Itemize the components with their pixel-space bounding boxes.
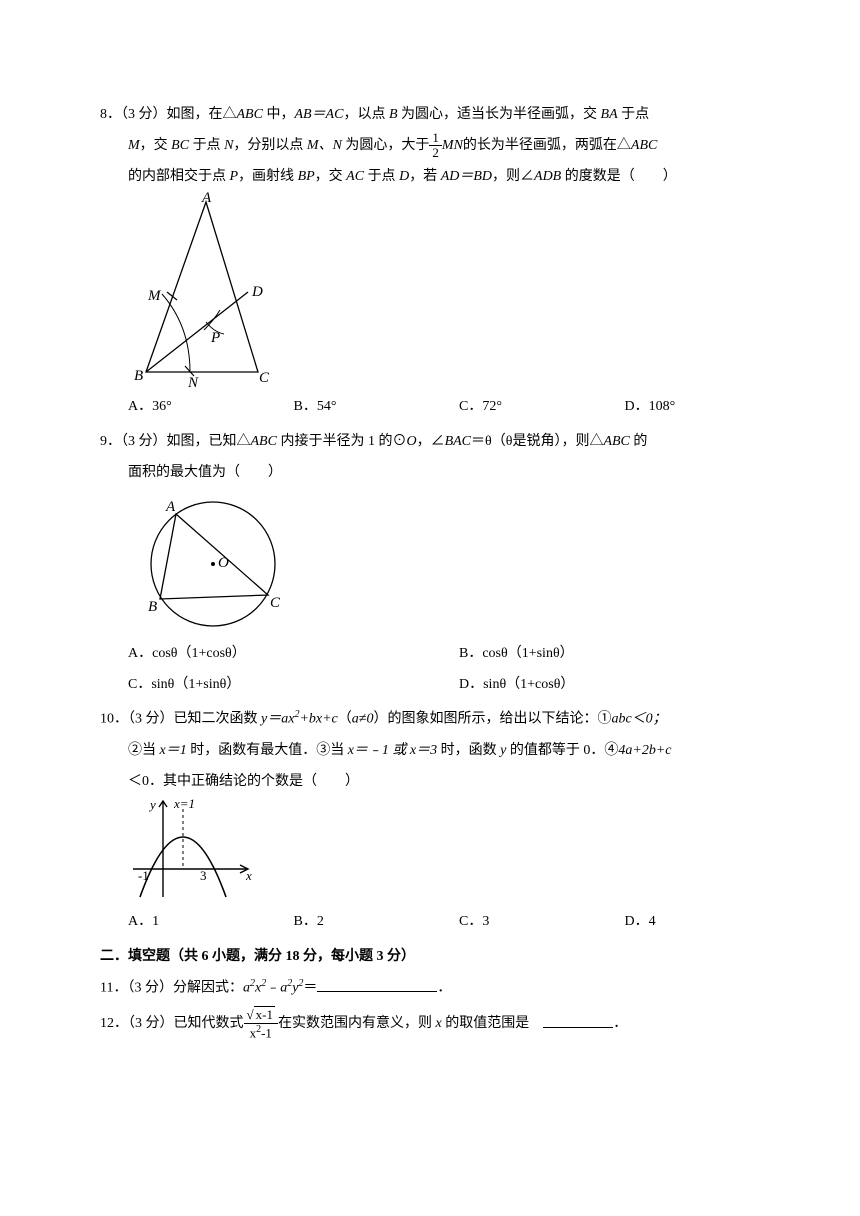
q9-label-O: O bbox=[218, 555, 229, 571]
q8-stem: 8．（3 分）如图，在△ABC 中，AB＝AC，以点 B 为圆心，适当长为半径画… bbox=[100, 100, 790, 131]
q9-stem: 9．（3 分）如图，已知△ABC 内接于半径为 1 的⊙O，∠BAC＝θ（θ是锐… bbox=[100, 427, 790, 458]
q10-line2: ②当 x＝1 时，函数有最大值．③当 x＝﹣1 或 x＝3 时，函数 y 的值都… bbox=[100, 736, 790, 767]
q10-figure: y x -1 3 x=1 bbox=[100, 797, 790, 907]
q8-choice-B: B．54° bbox=[294, 392, 460, 423]
q9-line2: 面积的最大值为（ ） bbox=[100, 458, 790, 489]
q8-label-B: B bbox=[134, 368, 143, 384]
q12-blank bbox=[543, 1013, 613, 1028]
q8-number: 8．（3 分） bbox=[100, 107, 167, 122]
q9-label-B: B bbox=[148, 599, 157, 615]
q10-line3: ＜0．其中正确结论的个数是（ ） bbox=[100, 767, 790, 798]
q8-label-A: A bbox=[201, 192, 212, 206]
q8-label-D: D bbox=[251, 284, 263, 300]
q10-label-x1: x=1 bbox=[173, 797, 195, 811]
q8-figure: A B C M N P D bbox=[100, 192, 790, 392]
q9-label-A: A bbox=[165, 499, 176, 515]
q9-number: 9．（3 分） bbox=[100, 434, 167, 449]
q9-choice-C: C．sinθ（1+sinθ） bbox=[128, 670, 459, 701]
q10-number: 10．（3 分） bbox=[100, 712, 174, 727]
q8-label-P: P bbox=[210, 330, 220, 346]
section-2-title: 二．填空题（共 6 小题，满分 18 分，每小题 3 分） bbox=[100, 942, 790, 973]
q9-figure: A B C O bbox=[100, 489, 790, 639]
q8-choice-C: C．72° bbox=[459, 392, 625, 423]
fraction-half: 12 bbox=[429, 131, 442, 161]
q12-fraction: √x-1x2-1 bbox=[244, 1008, 278, 1040]
q9-choice-B: B．cosθ（1+sinθ） bbox=[459, 639, 790, 670]
q9-label-C: C bbox=[270, 595, 281, 611]
q8-line3: 的内部相交于点 P，画射线 BP，交 AC 于点 D，若 AD＝BD，则∠ADB… bbox=[100, 162, 790, 193]
q8-label-N: N bbox=[187, 375, 199, 391]
q9-choice-A: A．cosθ（1+cosθ） bbox=[128, 639, 459, 670]
q10-label-y: y bbox=[148, 797, 156, 812]
q8-choice-A: A．36° bbox=[128, 392, 294, 423]
question-12: 12．（3 分）已知代数式√x-1x2-1在实数范围内有意义，则 x 的取值范围… bbox=[100, 1008, 790, 1040]
question-9: 9．（3 分）如图，已知△ABC 内接于半径为 1 的⊙O，∠BAC＝θ（θ是锐… bbox=[100, 427, 790, 700]
q8-line2: M，交 BC 于点 N，分别以点 M、N 为圆心，大于12MN的长为半径画弧，两… bbox=[100, 131, 790, 162]
q10-label-x: x bbox=[245, 868, 252, 883]
q10-choices: A．1 B．2 C．3 D．4 bbox=[100, 907, 790, 938]
q8-choices: A．36° B．54° C．72° D．108° bbox=[100, 392, 790, 423]
question-11: 11．（3 分）分解因式：a2x2﹣a2y2＝． bbox=[100, 973, 790, 1004]
q10-choice-B: B．2 bbox=[294, 907, 460, 938]
question-10: 10．（3 分）已知二次函数 y＝ax2+bx+c（a≠0）的图象如图所示，给出… bbox=[100, 704, 790, 938]
q11-blank bbox=[317, 977, 437, 992]
q10-stem: 10．（3 分）已知二次函数 y＝ax2+bx+c（a≠0）的图象如图所示，给出… bbox=[100, 704, 790, 735]
q11-number: 11．（3 分） bbox=[100, 981, 173, 996]
q10-choice-D: D．4 bbox=[625, 907, 791, 938]
q12-number: 12．（3 分） bbox=[100, 1017, 174, 1032]
q10-choice-C: C．3 bbox=[459, 907, 625, 938]
q8-label-C: C bbox=[259, 370, 270, 386]
q10-label-3: 3 bbox=[200, 868, 207, 883]
q9-choice-D: D．sinθ（1+cosθ） bbox=[459, 670, 790, 701]
q8-label-M: M bbox=[147, 288, 162, 304]
question-8: 8．（3 分）如图，在△ABC 中，AB＝AC，以点 B 为圆心，适当长为半径画… bbox=[100, 100, 790, 423]
q10-label-neg1: -1 bbox=[138, 868, 149, 883]
q8-choice-D: D．108° bbox=[625, 392, 791, 423]
q10-choice-A: A．1 bbox=[128, 907, 294, 938]
q9-choices: A．cosθ（1+cosθ） B．cosθ（1+sinθ） C．sinθ（1+s… bbox=[100, 639, 790, 701]
